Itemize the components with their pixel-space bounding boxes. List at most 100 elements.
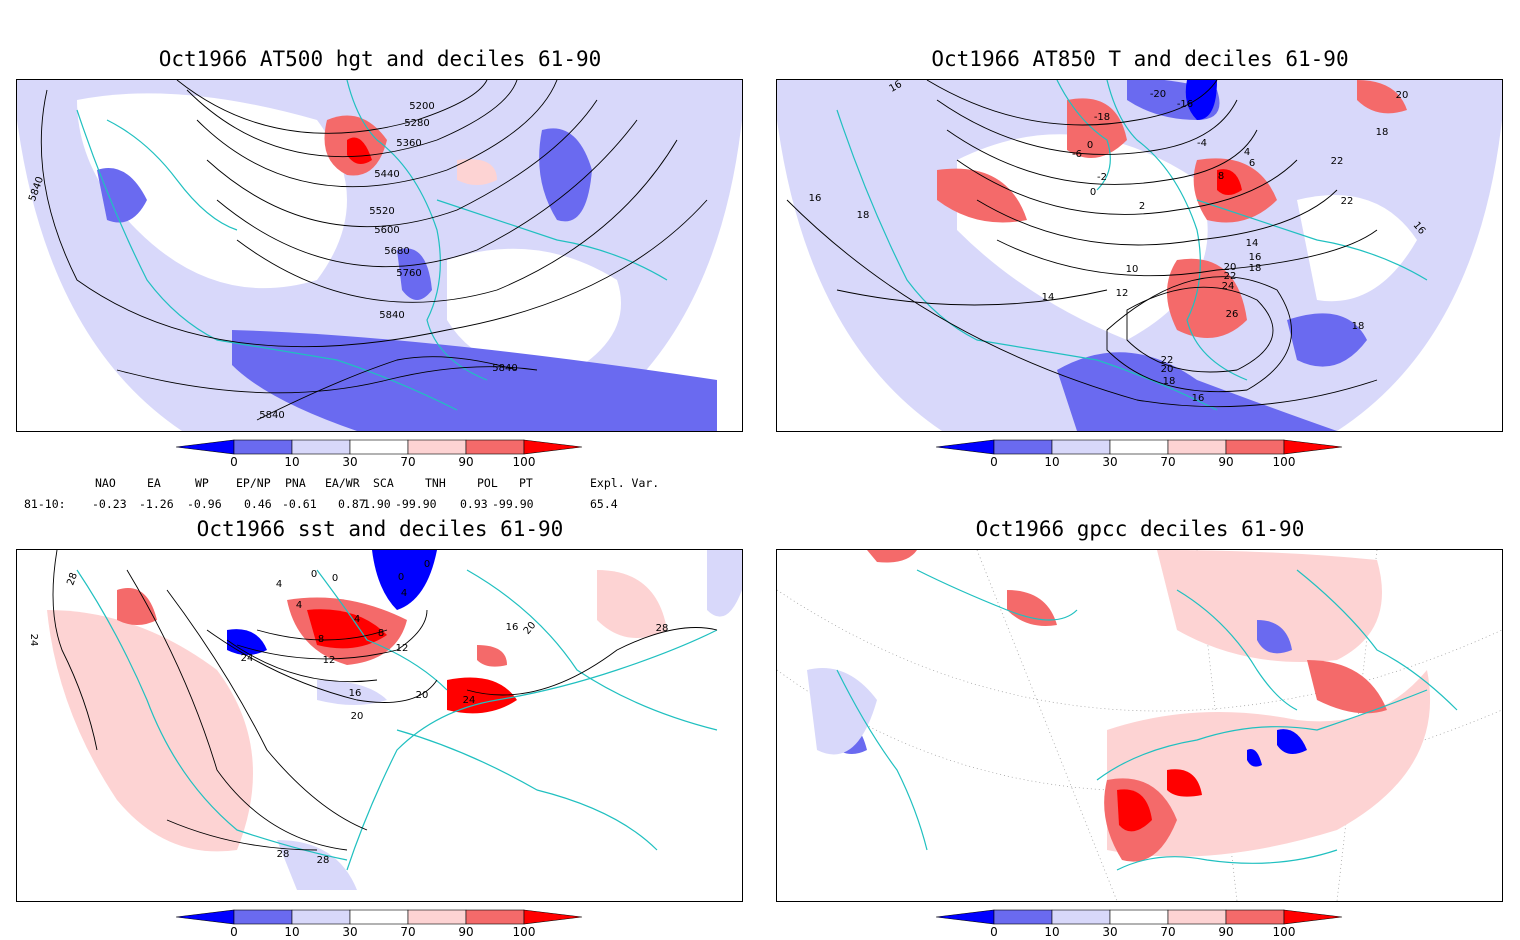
contour-label: 8 xyxy=(378,628,384,639)
anomaly-low xyxy=(539,128,592,222)
contour-label: 12 xyxy=(1116,288,1129,299)
anomaly-high xyxy=(1357,80,1407,114)
index-header: EA/WR xyxy=(325,476,360,490)
anomaly-low xyxy=(1277,729,1307,754)
contour-label: 14 xyxy=(1042,292,1055,303)
contour-label: 20 xyxy=(1396,90,1409,101)
contour-label: 16 xyxy=(1192,393,1205,404)
contour-label: 18 xyxy=(857,210,870,221)
contour-label: 8 xyxy=(1218,171,1224,182)
anomaly-low xyxy=(227,629,267,655)
index-header: TNH xyxy=(425,476,446,490)
colorbar-tick-label: 100 xyxy=(513,455,536,469)
contour-label: 22 xyxy=(1331,156,1344,167)
contour-label: -18 xyxy=(1094,112,1110,123)
index-header: SCA xyxy=(373,476,394,490)
colorbar-segment xyxy=(1167,909,1227,925)
colorbar-segment xyxy=(1109,439,1169,455)
contour-label: 4 xyxy=(1244,147,1250,158)
contour-label: 5760 xyxy=(396,268,421,279)
index-value: -0.61 xyxy=(282,497,317,511)
anomaly-slight-high xyxy=(1157,550,1382,662)
contour-label: 8 xyxy=(318,634,324,645)
index-value: 65.4 xyxy=(590,497,618,511)
colorbar-segment xyxy=(349,439,409,455)
contour-label: -6 xyxy=(1072,149,1082,160)
anomaly-high xyxy=(1067,98,1127,158)
anomaly-high xyxy=(1307,660,1387,714)
colorbar-tick-label: 100 xyxy=(1273,925,1296,939)
anomaly-high xyxy=(937,168,1027,223)
colorbar-tick-label: 100 xyxy=(1273,455,1296,469)
colorbar-segment xyxy=(1167,439,1227,455)
anomaly-slight-high xyxy=(1107,670,1431,857)
map-hgt500-svg: 5200 5280 5360 5440 5520 5600 5680 5760 … xyxy=(17,80,742,431)
anomaly-neutral xyxy=(957,134,1208,340)
contour-label: 28 xyxy=(656,623,669,634)
contour-label: 12 xyxy=(396,643,409,654)
index-header: Expl. Var. xyxy=(590,476,660,490)
contour-label: 20 xyxy=(1161,364,1174,375)
contour-label: 5600 xyxy=(374,225,399,236)
contour-label: 26 xyxy=(1226,309,1239,320)
anomaly-high xyxy=(307,609,387,649)
temperature-contours xyxy=(786,80,1378,408)
colorbar-hgt500: 0 10 30 70 90 100 xyxy=(176,439,583,469)
index-row-label: 81-10: xyxy=(24,497,66,511)
map-gpcc-svg xyxy=(777,550,1502,901)
title-hgt500: Oct1966 AT500 hgt and deciles 61-90 xyxy=(158,47,602,71)
contour-label: 18 xyxy=(1163,376,1176,387)
contour-label: 20 xyxy=(1224,262,1237,273)
contour-label: 6 xyxy=(1249,158,1255,169)
colorbar-segment xyxy=(407,909,467,925)
contour-label: 24 xyxy=(241,653,254,664)
contour-label: 28 xyxy=(65,571,80,587)
colorbar-tick-label: 30 xyxy=(342,455,357,469)
colorbar-segment xyxy=(291,439,351,455)
height-contours xyxy=(40,80,708,421)
colorbar-tick-label: 10 xyxy=(284,455,299,469)
anomaly-low xyxy=(97,168,147,223)
contour-label: 16 xyxy=(1249,252,1262,263)
contour-label: 4 xyxy=(296,600,302,611)
colorbar-tick-label: 90 xyxy=(458,925,473,939)
contour-label: 18 xyxy=(1376,127,1389,138)
contour-label: 0 xyxy=(398,572,404,583)
colorbar-tick-label: 90 xyxy=(1218,455,1233,469)
contour-labels: -20 -16 -18 -6 0 -2 0 2 -4 4 6 8 16 18 2… xyxy=(809,80,1428,404)
colorbar-segment xyxy=(523,909,583,925)
contour-label: 18 xyxy=(1352,321,1365,332)
anomaly-high xyxy=(477,645,507,667)
colorbar-tick-label: 30 xyxy=(342,925,357,939)
index-value: 0.93 xyxy=(460,497,488,511)
colorbar-segment xyxy=(1051,439,1111,455)
colorbar-segment xyxy=(291,909,351,925)
contour-label: 16 xyxy=(809,193,822,204)
colorbar-segment xyxy=(407,439,467,455)
contour-label: 24 xyxy=(1222,281,1235,292)
map-t850-svg: -20 -16 -18 -6 0 -2 0 2 -4 4 6 8 16 18 2… xyxy=(777,80,1502,431)
colorbar-tick-label: 90 xyxy=(458,455,473,469)
colorbar-segment xyxy=(523,439,583,455)
contour-label: -20 xyxy=(1150,89,1166,100)
colorbar-tick-label: 70 xyxy=(400,925,415,939)
contour-label: 4 xyxy=(354,614,360,625)
colorbar-tick-label: 30 xyxy=(1102,455,1117,469)
contour-label: 10 xyxy=(1126,264,1139,275)
index-header: PT xyxy=(519,476,533,490)
anomaly-high xyxy=(447,677,517,714)
contour-label: 20 xyxy=(416,690,429,701)
colorbar-tick-label: 10 xyxy=(284,925,299,939)
title-gpcc: Oct1966 gpcc deciles 61-90 xyxy=(975,517,1305,541)
anomaly-slight-high xyxy=(597,570,667,638)
index-header: PNA xyxy=(285,476,306,490)
contour-label: 28 xyxy=(277,849,290,860)
contour-label: 0 xyxy=(424,559,430,570)
anomaly-low xyxy=(1287,313,1367,367)
anomaly-neutral xyxy=(447,248,621,380)
colorbar-segment xyxy=(936,439,995,455)
title-t850: Oct1966 AT850 T and deciles 61-90 xyxy=(931,47,1349,71)
index-header: NAO xyxy=(95,476,116,490)
contour-label: 4 xyxy=(401,588,407,599)
contour-label: 16 xyxy=(349,688,362,699)
